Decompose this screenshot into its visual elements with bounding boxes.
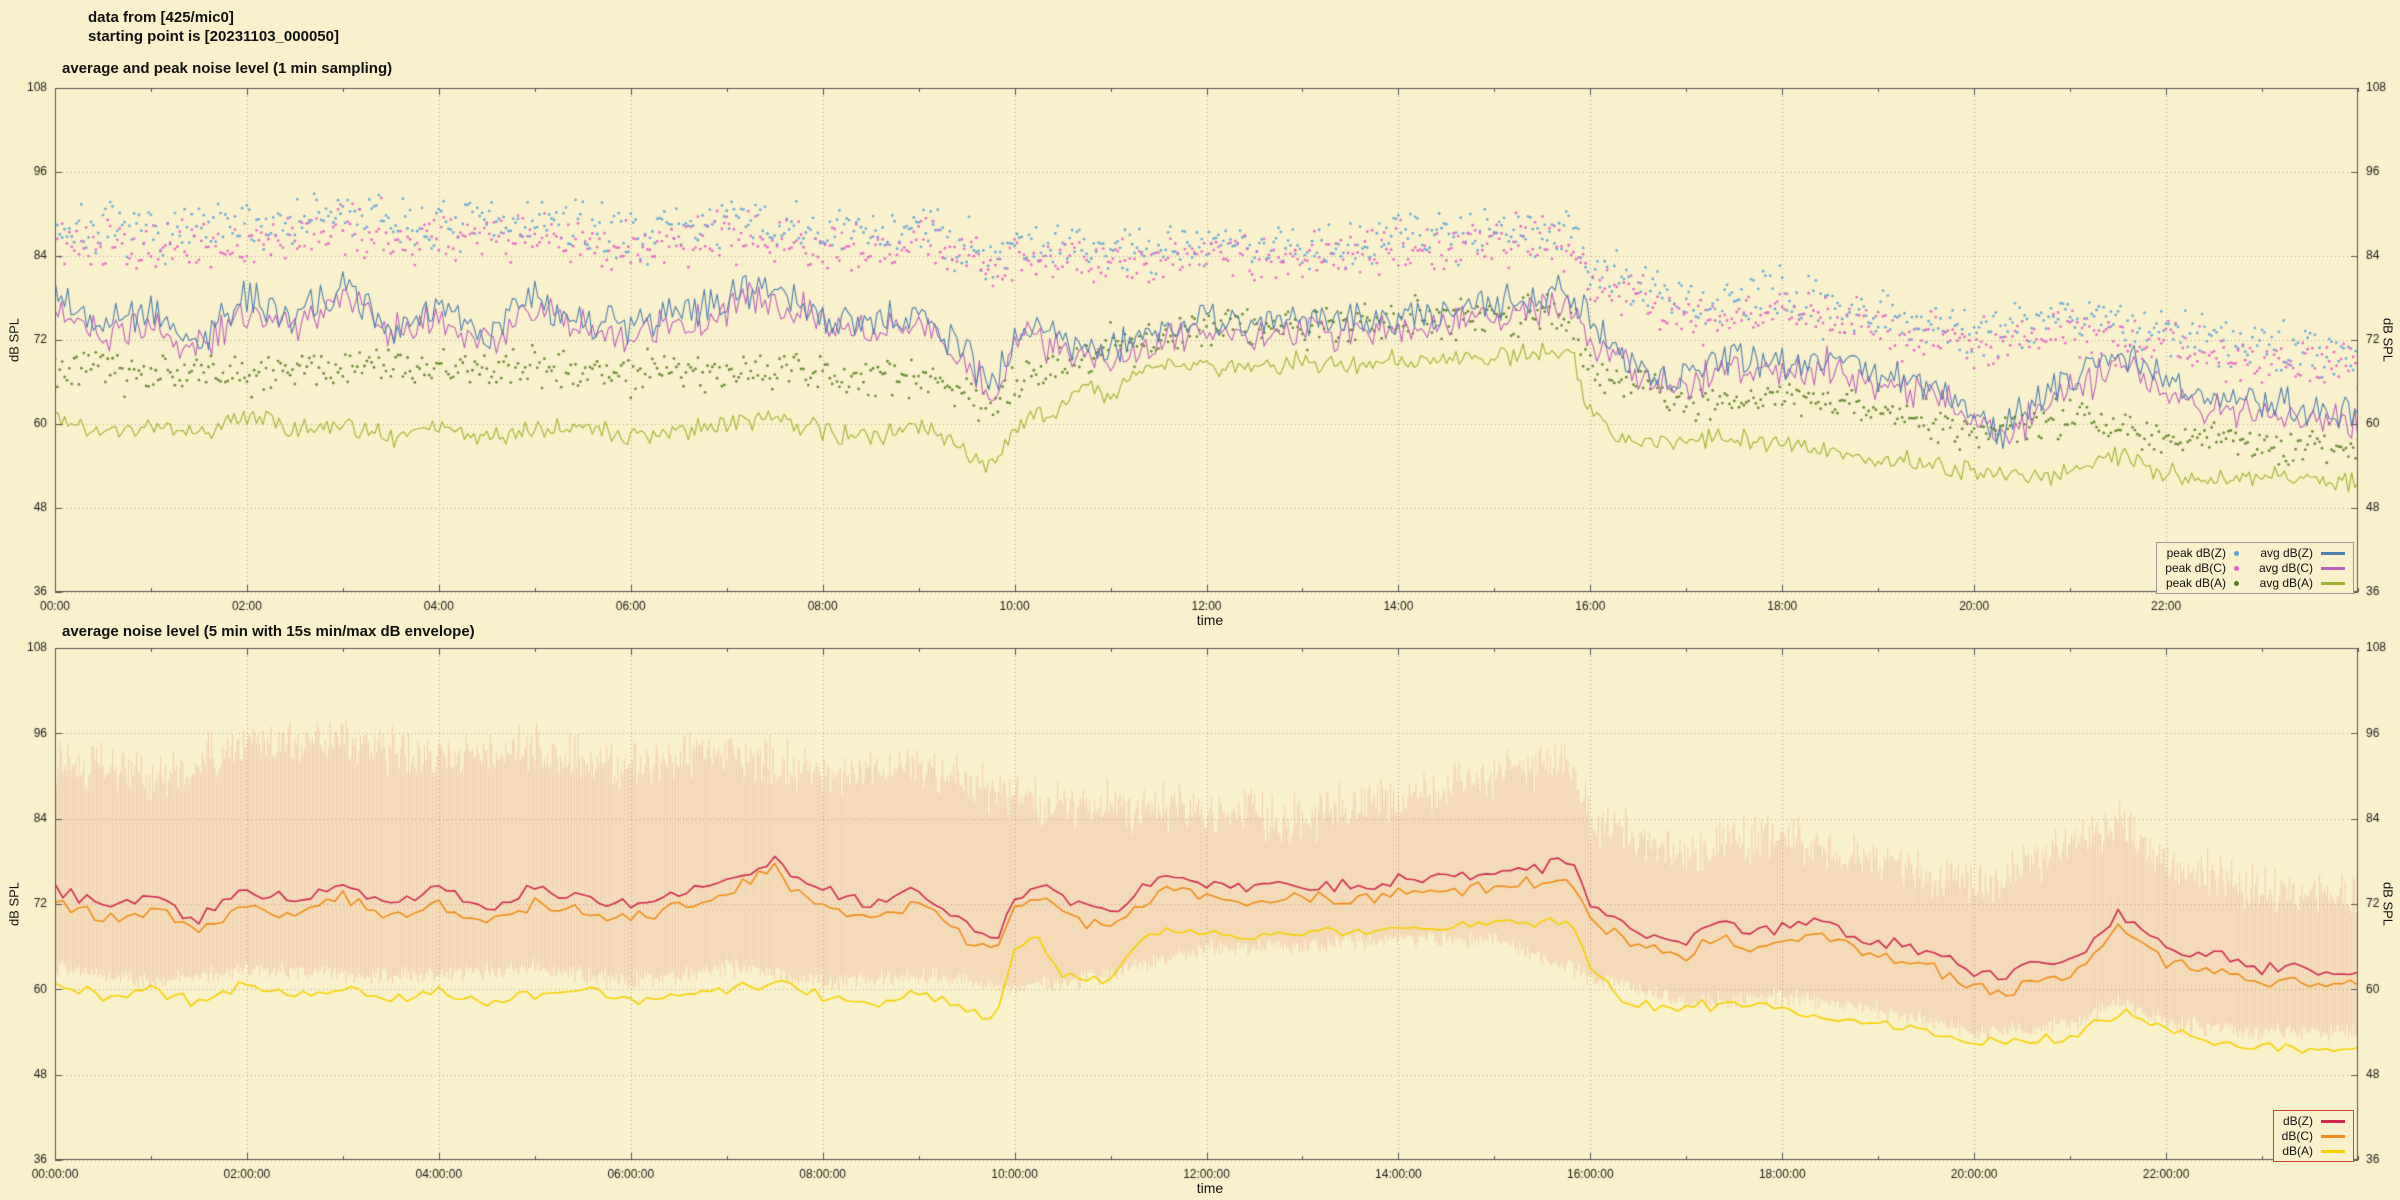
legend-dot-marker: [2233, 550, 2239, 556]
legend-entry: dB(Z): [2282, 1114, 2345, 1128]
header-data-source: data from [425/mic0]: [88, 9, 234, 26]
legend-line-marker: [2321, 1149, 2345, 1153]
legend-line-marker: [2321, 551, 2345, 555]
legend-label: dB(C): [2281, 1129, 2313, 1143]
legend-dot-marker: [2233, 565, 2239, 571]
legend-line-marker: [2321, 1119, 2345, 1123]
top-chart-legend: peak dB(Z) peak dB(C) peak dB(A) avg dB(Z) a…: [2156, 542, 2354, 594]
legend-label: dB(Z): [2283, 1114, 2313, 1128]
legend-entry: dB(A): [2282, 1144, 2345, 1158]
top-chart-title: average and peak noise level (1 min samp…: [62, 60, 393, 77]
legend-entry: peak dB(A): [2165, 576, 2239, 590]
bottom-chart-xlabel: time: [1196, 1180, 1224, 1196]
legend-label: peak dB(C): [2165, 561, 2226, 575]
top-chart-canvas: [0, 40, 2400, 625]
legend-entry: avg dB(C): [2259, 561, 2345, 575]
bottom-chart-ylabel-left: dB SPL: [6, 881, 22, 927]
bottom-chart-title: average noise level (5 min with 15s min/…: [62, 623, 475, 640]
top-chart-ylabel-left: dB SPL: [6, 317, 22, 363]
legend-entry: avg dB(A): [2259, 576, 2345, 590]
legend-entry: peak dB(C): [2165, 561, 2239, 575]
legend-label: peak dB(Z): [2166, 546, 2226, 560]
legend-label: avg dB(C): [2258, 561, 2313, 575]
legend-label: dB(A): [2282, 1144, 2313, 1158]
top-chart-ylabel-right: dB SPL: [2380, 317, 2396, 363]
bottom-chart-ylabel-right: dB SPL: [2380, 881, 2396, 927]
bottom-chart-legend: dB(Z) dB(C) dB(A): [2272, 1110, 2354, 1162]
legend-label: avg dB(A): [2259, 576, 2313, 590]
legend-line-marker: [2321, 581, 2345, 585]
legend-label: peak dB(A): [2165, 576, 2226, 590]
top-chart-xlabel: time: [1196, 612, 1224, 628]
legend-line-marker: [2321, 566, 2345, 570]
legend-dot-marker: [2233, 580, 2239, 586]
legend-entry: peak dB(Z): [2165, 546, 2239, 560]
legend-label: avg dB(Z): [2260, 546, 2313, 560]
legend-line-marker: [2321, 1134, 2345, 1138]
bottom-chart-canvas: [0, 620, 2400, 1200]
legend-entry: dB(C): [2282, 1129, 2345, 1143]
legend-entry: avg dB(Z): [2259, 546, 2345, 560]
